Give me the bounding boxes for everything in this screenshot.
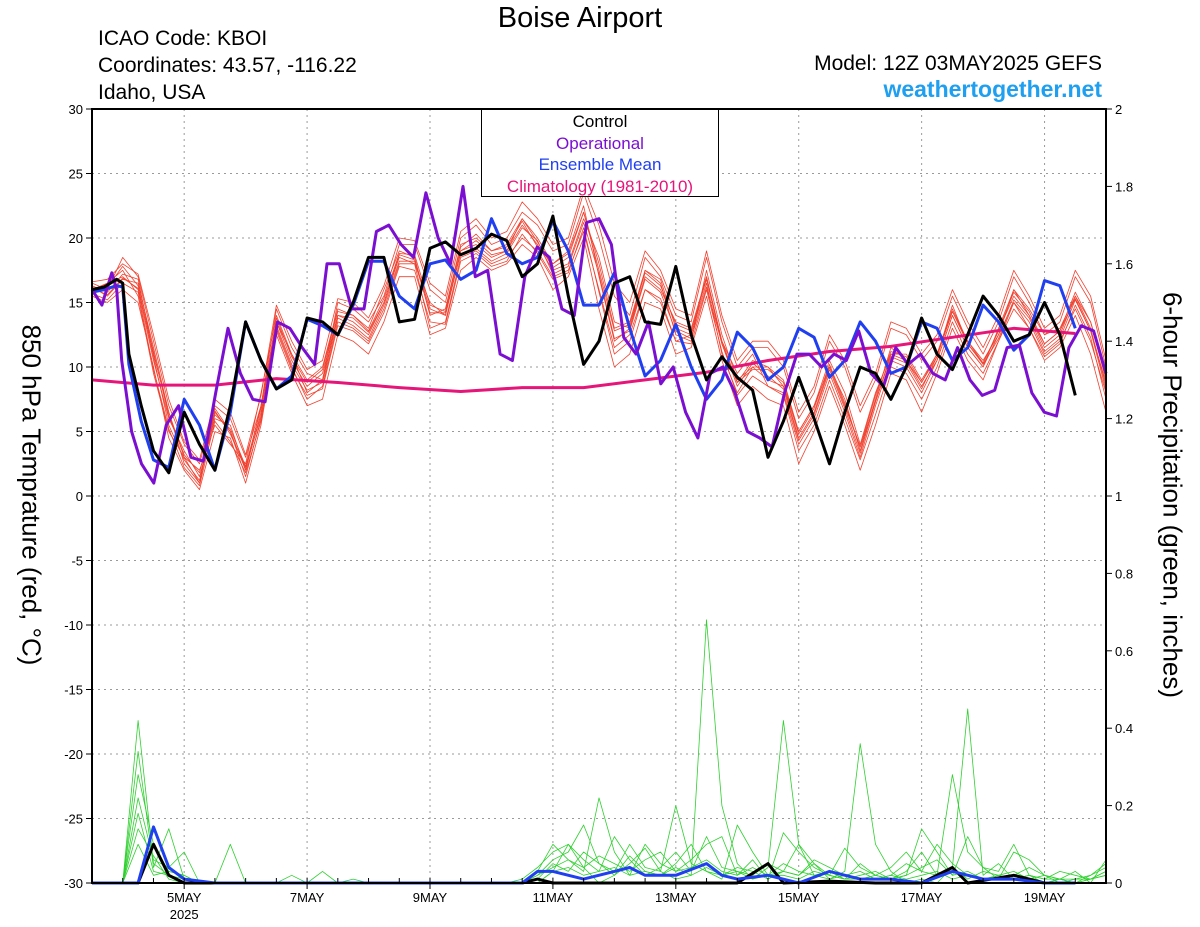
y-tick-label-right: 1.2	[1115, 412, 1133, 427]
precip-control-line	[92, 842, 1076, 885]
x-tick-label: 19MAY	[1024, 890, 1066, 905]
precip-member-lines	[92, 619, 1107, 884]
y-tick-label-left: -5	[71, 554, 83, 569]
x-tick-sublabel: 2025	[170, 907, 199, 922]
y-tick-label-right: 1.6	[1115, 257, 1133, 272]
y-axis-label-left: 850 hPa Temprature (red, °C)	[16, 324, 47, 666]
temp-member-line	[91, 227, 1107, 487]
x-tick-label: 11MAY	[533, 890, 574, 905]
legend-operational: Operational	[556, 133, 644, 153]
y-tick-label-left: -20	[64, 747, 83, 762]
precip-series-lines	[92, 825, 1076, 885]
legend-control: Control	[572, 112, 628, 131]
chart-title: Boise Airport	[497, 2, 663, 34]
y-tick-label-right: 0.8	[1115, 566, 1133, 581]
y-tick-label-left: -15	[64, 683, 83, 698]
temp-member-line	[91, 211, 1107, 481]
x-tick-label: 15MAY	[778, 890, 820, 905]
y-tick-label-left: -25	[64, 812, 83, 827]
y-tick-label-right: 0	[1115, 876, 1122, 891]
temp-member-line	[91, 222, 1107, 474]
precip-member-line	[92, 619, 1107, 884]
y-tick-label-left: 25	[69, 167, 83, 182]
temp-member-line	[91, 185, 1107, 461]
temp-climatology-line	[91, 326, 1076, 393]
temp-member-line	[91, 237, 1107, 491]
y-tick-label-right: 0.2	[1115, 799, 1133, 814]
coordinates: Coordinates: 43.57, -116.22	[98, 54, 357, 77]
gridlines	[92, 109, 1106, 883]
y-tick-label-right: 1.8	[1115, 179, 1133, 194]
y-tick-label-left: 5	[76, 425, 83, 440]
legend-ensemble-mean: Ensemble Mean	[538, 155, 662, 174]
y-axis-label-right: 6-hour Precipitation (green, inches)	[1157, 291, 1188, 699]
temp-operational-line	[90, 184, 1108, 485]
y-tick-label-left: -30	[64, 876, 83, 891]
legend-climatology: Climatology (1981-2010)	[506, 176, 694, 196]
y-tick-label-left: 0	[76, 489, 83, 504]
y-tick-label-right: 2	[1115, 102, 1122, 117]
y-tick-label-left: 30	[69, 102, 83, 117]
y-tick-label-right: 1.4	[1115, 334, 1133, 349]
icao-code: ICAO Code: KBOI	[98, 27, 268, 50]
precip-ensemble-mean-line	[92, 825, 1076, 885]
temp-member-line	[91, 211, 1107, 484]
temp-control-line	[91, 214, 1077, 475]
temp-ensemble-mean-line	[91, 217, 1077, 472]
x-tick-label: 17MAY	[901, 890, 943, 905]
y-tick-label-right: 0.6	[1115, 644, 1133, 659]
temp-member-line	[91, 218, 1107, 478]
x-tick-label: 13MAY	[655, 890, 697, 905]
precip-member-line	[92, 774, 1107, 884]
x-tick-label: 5MAY	[167, 890, 202, 905]
y-tick-label-left: 20	[69, 231, 83, 246]
legend: Control Operational Ensemble Mean Climat…	[481, 109, 719, 197]
y-tick-label-right: 1	[1115, 489, 1122, 504]
y-tick-label-left: -10	[64, 618, 83, 633]
x-tick-label: 7MAY	[290, 890, 325, 905]
x-tick-label: 9MAY	[413, 890, 448, 905]
tick-labels: 302520151050-5-10-15-20-25-3021.81.61.41…	[64, 102, 1133, 922]
y-tick-label-left: 15	[69, 296, 83, 311]
region: Idaho, USA	[98, 81, 206, 104]
site-link[interactable]: weathertogether.net	[883, 76, 1102, 102]
y-tick-label-left: 10	[69, 360, 83, 375]
y-tick-label-right: 0.4	[1115, 721, 1133, 736]
temp-series-lines	[90, 184, 1108, 485]
model-run: Model: 12Z 03MAY2025 GEFS	[814, 52, 1102, 75]
